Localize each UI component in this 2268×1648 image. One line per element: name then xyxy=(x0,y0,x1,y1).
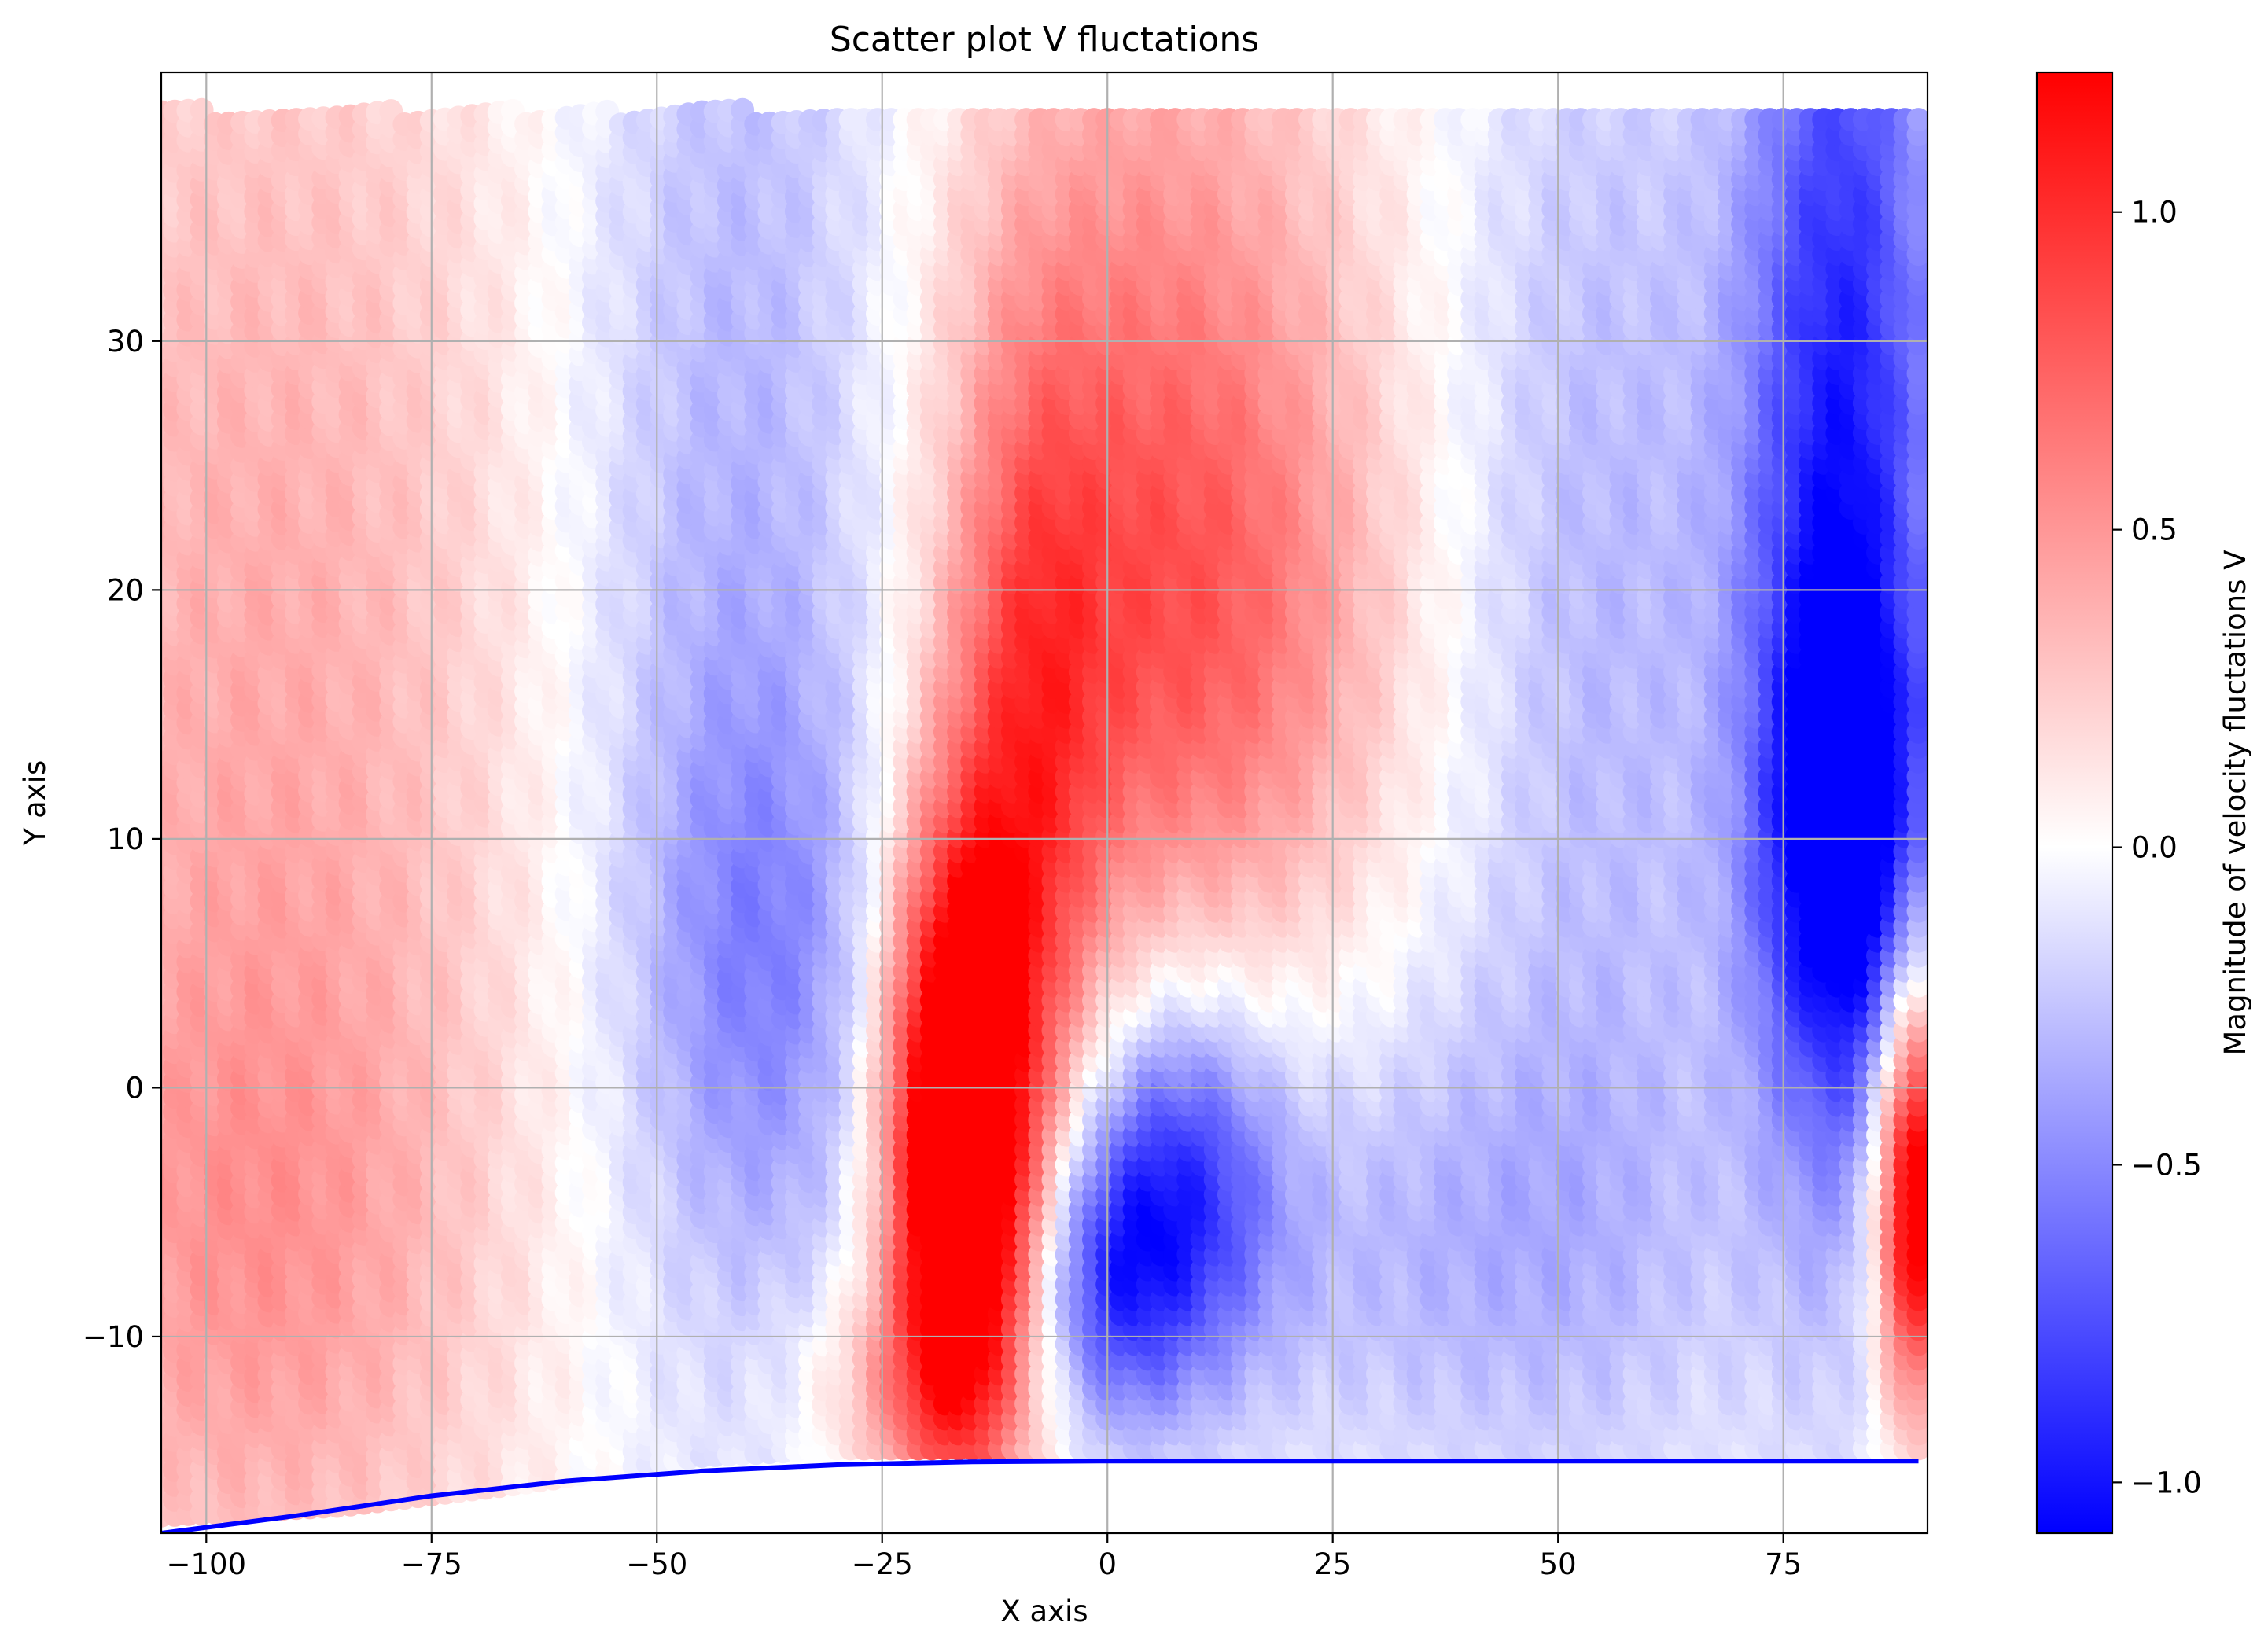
chart-title: Scatter plot V fluctations xyxy=(830,20,1259,60)
scatter-points xyxy=(161,97,1927,1528)
plot-area xyxy=(160,71,1929,1535)
